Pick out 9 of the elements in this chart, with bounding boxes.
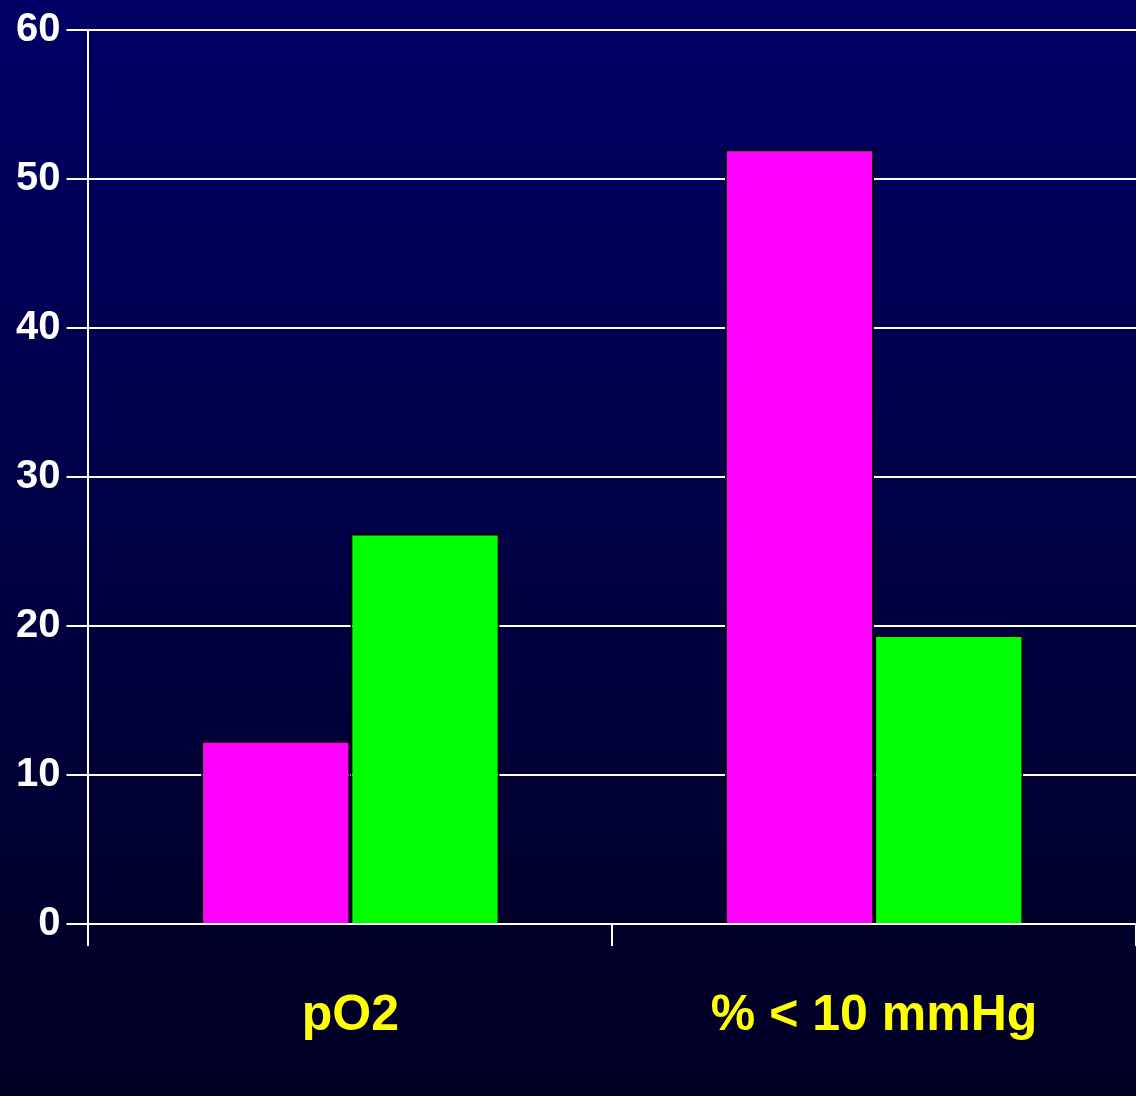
y-tick-label: 40: [15, 303, 61, 348]
y-tick-label: 30: [15, 452, 61, 497]
y-tick-label: 60: [15, 5, 61, 50]
x-tick-label: pO2: [301, 984, 399, 1041]
y-tick-label: 0: [38, 899, 61, 944]
y-tick-label: 50: [15, 154, 61, 199]
y-tick-label: 10: [15, 750, 61, 795]
x-tick-label: % < 10 mmHg: [710, 984, 1038, 1041]
y-tick-label: 20: [15, 601, 61, 646]
